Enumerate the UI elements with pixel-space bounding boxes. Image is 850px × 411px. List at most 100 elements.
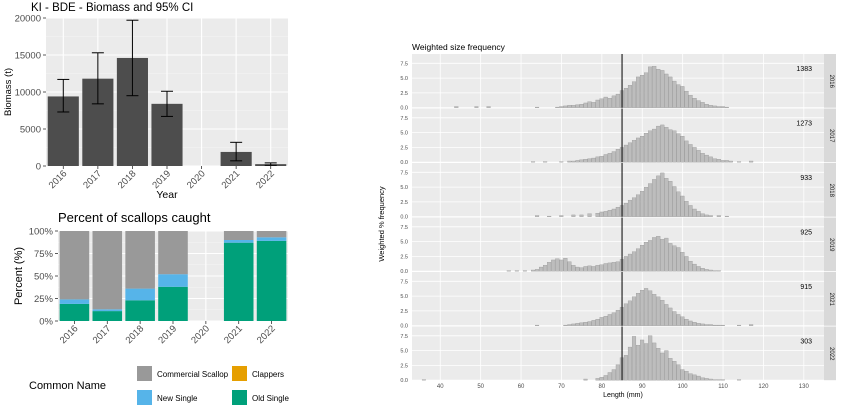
y-tick-label: 2.5 <box>400 145 408 151</box>
histogram-bar <box>656 125 661 163</box>
histogram-bar <box>688 205 693 217</box>
histogram-bar <box>631 251 637 272</box>
histogram-bar <box>664 237 669 272</box>
segment-commercial-scallop-2019 <box>158 231 188 275</box>
histogram-bar <box>704 214 709 217</box>
x-tick-label: 2016 <box>58 323 81 346</box>
histogram-bar <box>607 314 612 326</box>
histogram-bar <box>696 323 701 326</box>
histogram-bar <box>587 101 592 108</box>
histogram-bar <box>712 158 717 163</box>
x-tick-label: 70 <box>558 384 565 390</box>
histogram-bar <box>603 316 608 326</box>
x-tick-label: 2020 <box>189 323 212 346</box>
segment-new-single-2016 <box>59 299 90 304</box>
x-tick-label: 2017 <box>91 323 114 346</box>
legend-swatch-new-single <box>137 390 152 405</box>
histogram-bar <box>595 99 600 108</box>
histogram-bar <box>648 66 653 108</box>
histogram-bar <box>737 379 742 381</box>
histogram-bar <box>547 262 552 272</box>
histogram-bar <box>696 375 701 381</box>
histogram-bar <box>611 151 616 163</box>
histogram-bar <box>716 379 721 381</box>
biomass-chart: KI - BDE - Biomass and 95% CI 0 5000 10000 1… <box>3 2 288 201</box>
x-tick-label: 2018 <box>124 323 147 346</box>
histogram-bar <box>680 136 685 163</box>
facet-strip <box>824 272 836 326</box>
segment-old-single-2022 <box>256 240 287 321</box>
histogram-bar <box>615 93 620 108</box>
histogram-bar <box>595 156 600 163</box>
histogram-bar <box>607 98 612 108</box>
y-tick-label: 7.5 <box>400 116 408 122</box>
histogram-bar <box>615 261 620 272</box>
x-tick-label: 100 <box>678 384 689 390</box>
x-tick-label: 2018 <box>116 168 139 191</box>
histogram-bar <box>680 369 685 381</box>
histogram-bar <box>555 258 560 272</box>
histogram-bar <box>640 191 645 217</box>
histogram-bar <box>535 324 540 326</box>
histogram-bar <box>595 319 600 326</box>
histogram-bar <box>652 294 657 326</box>
histogram-bar <box>656 69 661 108</box>
histogram-bar <box>712 105 717 108</box>
facet-strip-label: 2022 <box>828 347 834 361</box>
histogram-bar <box>652 237 657 272</box>
histogram-bar <box>668 76 673 108</box>
histogram-bar <box>656 348 661 381</box>
histogram-bar <box>704 324 709 326</box>
histogram-bar <box>692 374 697 381</box>
histogram-bar <box>611 369 616 381</box>
segment-old-single-2016 <box>59 303 90 321</box>
histogram-bar <box>623 144 628 163</box>
histogram-bar <box>583 321 588 326</box>
histogram-bar <box>591 320 596 326</box>
histogram-bar <box>644 72 649 108</box>
histogram-bar <box>692 321 697 326</box>
x-tick-label: 60 <box>518 384 525 390</box>
histogram-bar <box>676 364 681 381</box>
y-tick-label: 7.5 <box>400 279 408 285</box>
histogram-bar <box>652 66 657 108</box>
histogram-bar <box>724 106 729 108</box>
histogram-bar <box>672 186 677 217</box>
histogram-bar <box>591 266 596 272</box>
histogram-bar <box>696 100 701 108</box>
y-tick-label: 50% <box>34 272 54 283</box>
y-tick-label: 2.5 <box>400 254 408 260</box>
histogram-bar <box>684 140 689 163</box>
histogram-bar <box>680 86 685 108</box>
histogram-bar <box>571 323 576 326</box>
histogram-bar <box>603 211 608 217</box>
legend-swatch-old-single <box>232 390 247 405</box>
histogram-bar <box>737 161 742 163</box>
legend-label: Old Single <box>252 394 289 403</box>
histogram-bar <box>579 214 584 217</box>
histogram-bar <box>421 379 426 381</box>
histogram-bar <box>672 80 677 108</box>
y-tick-label: 0.0 <box>400 160 408 166</box>
histogram-bar <box>631 336 637 381</box>
histogram-bar <box>559 106 564 108</box>
segment-new-single-2018 <box>125 288 155 301</box>
y-tick-label: 2.5 <box>400 91 408 97</box>
histogram-bar <box>636 194 641 217</box>
histogram-bar <box>567 160 572 163</box>
facet-strip <box>824 108 836 163</box>
y-axis-title: Percent (%) <box>13 247 25 305</box>
histogram-bar <box>611 208 616 217</box>
facet-strip <box>824 217 836 272</box>
histogram-bar <box>567 324 572 326</box>
histogram-bar <box>660 300 665 326</box>
histogram-bar <box>700 102 705 108</box>
y-tick-label: 2.5 <box>400 200 408 206</box>
histogram-bar <box>623 303 628 326</box>
y-axis-title: Weighted % frequency <box>377 186 386 262</box>
histogram-bar <box>700 268 705 272</box>
histogram-bar <box>656 175 661 217</box>
histogram-bar <box>724 215 729 217</box>
histogram-bar <box>636 137 641 163</box>
histogram-bar <box>676 247 681 272</box>
